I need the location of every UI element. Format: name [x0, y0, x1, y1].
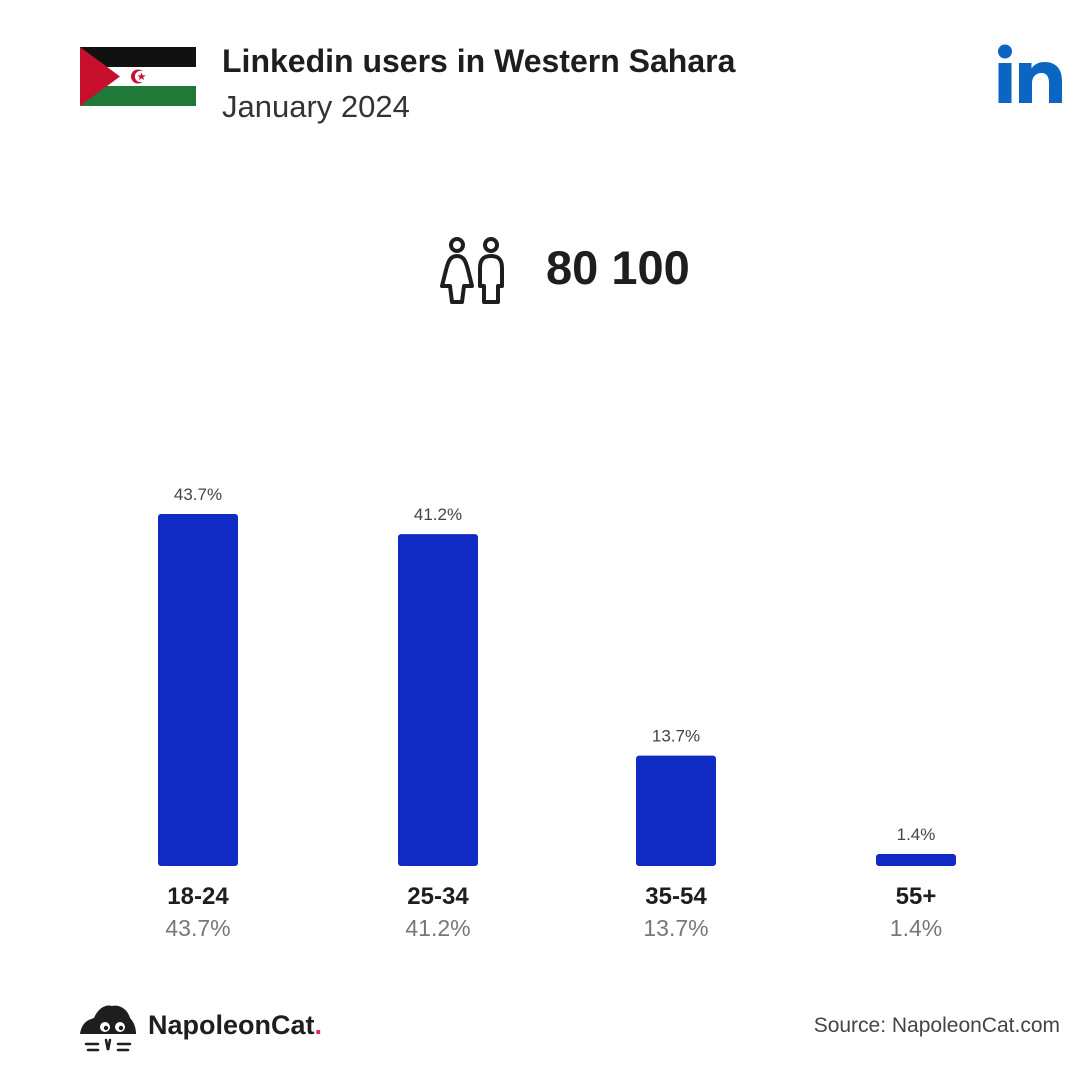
bar-18-24	[158, 514, 238, 866]
total-users-value: 80 100	[546, 241, 690, 294]
brand-dot: .	[314, 1010, 323, 1040]
category-label: 25-34	[407, 883, 469, 910]
bar-value-label: 43.7%	[174, 485, 222, 504]
brand-name: NapoleonCat.	[148, 1010, 322, 1041]
napoleoncat-logo-icon	[80, 1005, 136, 1052]
category-label: 18-24	[167, 883, 229, 910]
header: Linkedin users in Western Sahara January…	[0, 0, 1080, 140]
category-percent: 41.2%	[405, 915, 471, 941]
category-percent: 13.7%	[643, 915, 709, 941]
western-sahara-flag-icon	[80, 47, 196, 106]
linkedin-logo-icon	[998, 44, 1062, 103]
footer: NapoleonCat. Source: NapoleonCat.com	[0, 990, 1080, 1060]
bar-35-54	[636, 755, 716, 866]
category-label: 55+	[895, 883, 937, 910]
bar-55+	[876, 854, 956, 866]
brand-text: NapoleonCat	[148, 1010, 315, 1040]
category-percent: 43.7%	[165, 915, 231, 941]
source-credit: Source: NapoleonCat.com	[813, 1014, 1060, 1037]
people-icon	[440, 237, 504, 304]
bar-value-label: 13.7%	[652, 727, 700, 746]
bar-value-label: 41.2%	[414, 505, 462, 524]
total-users: 80 100	[0, 230, 1080, 310]
category-label: 35-54	[645, 883, 707, 910]
page-subtitle: January 2024	[222, 89, 410, 124]
bar-value-label: 1.4%	[897, 825, 936, 844]
bar-25-34	[398, 534, 478, 866]
page-title: Linkedin users in Western Sahara	[222, 43, 736, 79]
category-percent: 1.4%	[889, 915, 943, 941]
